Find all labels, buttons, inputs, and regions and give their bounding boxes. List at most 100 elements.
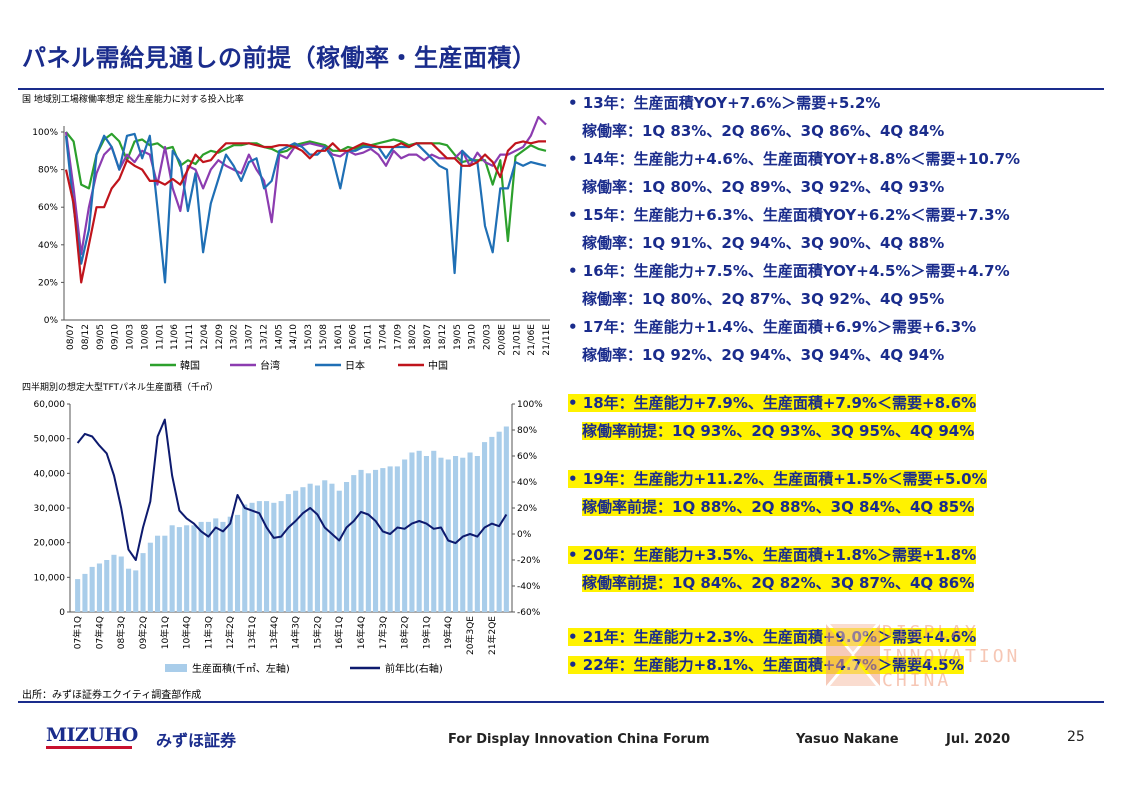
- title-divider: [18, 88, 1104, 90]
- x-tick-label: 21/06E: [527, 324, 537, 356]
- production-area-chart: 0 10,000 20,000 30,000 40,000 50,000 60,000 -60…: [34, 400, 544, 675]
- x-tick-label: 10年4Q: [181, 616, 193, 649]
- bar: [176, 527, 182, 612]
- source-note: 出所：みずほ証券エクイティ調査部作成: [22, 690, 202, 701]
- series-line-3: [64, 140, 546, 284]
- watermark-line2: INNOVATION: [882, 646, 1021, 667]
- x-tick-label: 13/12: [259, 324, 269, 350]
- mizuho-logo: MIZUHO: [46, 724, 138, 746]
- bar: [402, 459, 408, 612]
- bar: [307, 483, 313, 612]
- footer-divider: [18, 701, 1104, 703]
- bullet-line: 稼働率：1Q 91%、2Q 94%、3Q 90%、4Q 88%: [582, 232, 944, 254]
- x-tick-label: 14/10: [289, 324, 299, 350]
- bar: [256, 501, 262, 612]
- bar: [453, 456, 459, 612]
- x-tick-label: 16/11: [364, 324, 374, 350]
- y2-tick-label: 60%: [517, 452, 537, 462]
- author-label: Yasuo Nakane: [796, 732, 899, 747]
- x-tick-label: 17年3Q: [377, 616, 389, 649]
- bar: [169, 525, 175, 612]
- bar: [322, 480, 328, 612]
- bar: [89, 566, 95, 612]
- bar: [242, 504, 248, 612]
- bar: [445, 459, 451, 612]
- series-line-2: [64, 132, 547, 284]
- series-line-1: [64, 115, 547, 256]
- bar: [358, 469, 364, 612]
- bullet-text: 稼働率前提：1Q 93%、2Q 93%、3Q 95%、4Q 94%: [582, 422, 975, 440]
- bullet-line: • 18年：生産能力+7.9%、生産面積+7.9%＜需要+8.6%: [568, 392, 977, 414]
- y-tick-label: 40,000: [34, 469, 66, 479]
- bar: [126, 568, 132, 612]
- bullet-line: • 20年：生産能力+3.5%、生産面積+1.8%＞需要+1.8%: [568, 544, 977, 566]
- x-tick-label: 15年2Q: [311, 616, 323, 649]
- bullet-line: 稼働率：1Q 80%、2Q 87%、3Q 92%、4Q 95%: [582, 288, 944, 310]
- bar: [300, 487, 306, 612]
- bullet-line: • 19年：生産能力+11.2%、生産面積+1.5%＜需要+5.0%: [568, 468, 987, 490]
- bullet-text: • 16年：生産能力+7.5%、生産面積YOY+4.5%＞需要+4.7%: [568, 262, 1010, 280]
- bar: [344, 482, 350, 612]
- bar: [496, 431, 502, 612]
- forum-label: For Display Innovation China Forum: [448, 732, 710, 747]
- bullet-text: • 14年：生産能力+4.6%、生産面積YOY+8.8%＜需要+10.7%: [568, 150, 1021, 168]
- bar: [474, 456, 480, 612]
- x-tick-label: 16/01: [334, 324, 344, 350]
- bullet-text: 稼働率：1Q 92%、2Q 94%、3Q 94%、4Q 94%: [582, 346, 945, 364]
- legend-label: 生産面積(千㎡、左軸): [192, 662, 290, 675]
- x-tick-label: 12年2Q: [224, 616, 236, 649]
- y2-tick-label: -60%: [517, 608, 541, 618]
- legend-label: 中国: [428, 359, 448, 372]
- x-tick-label: 10年1Q: [159, 616, 171, 649]
- bullet-line: 稼働率前提：1Q 88%、2Q 88%、3Q 84%、4Q 85%: [582, 496, 975, 518]
- legend-swatch-bar: [165, 664, 187, 672]
- x-tick-label: 13/07: [245, 324, 255, 350]
- bar: [293, 490, 299, 612]
- x-tick-label: 11/11: [185, 324, 195, 350]
- bar: [373, 469, 379, 612]
- bar: [133, 570, 139, 612]
- x-tick-label: 13年4Q: [268, 616, 280, 649]
- bullet-line: • 16年：生産能力+7.5%、生産面積YOY+4.5%＞需要+4.7%: [568, 260, 1010, 282]
- bullet-text: 稼働率：1Q 91%、2Q 94%、3Q 90%、4Q 88%: [582, 234, 945, 252]
- x-tick-label: 11/01: [155, 324, 165, 350]
- y-tick-label: 50,000: [34, 435, 66, 445]
- mizuho-logo-underline: [46, 746, 132, 749]
- legend-label: 韓国: [180, 360, 200, 372]
- yoy-line: [76, 418, 508, 561]
- bar: [351, 475, 357, 612]
- y-tick-label: 40%: [38, 241, 58, 251]
- utilization-line-chart: 0% 20% 40% 60% 80% 100% 08/07 08/12 09/05 09/10 10…: [32, 115, 552, 372]
- x-tick-label: 12/09: [215, 324, 225, 350]
- x-tick-label: 16年4Q: [355, 616, 367, 649]
- bar: [155, 535, 161, 612]
- bar: [75, 579, 81, 612]
- bar: [205, 521, 211, 612]
- bullet-line: 稼働率前提：1Q 84%、2Q 82%、3Q 87%、4Q 86%: [582, 572, 975, 594]
- y2-tick-label: -20%: [517, 556, 541, 566]
- bar: [184, 525, 190, 612]
- bullet-line: • 15年：生産能力+6.3%、生産面積YOY+6.2%＜需要+7.3%: [568, 204, 1010, 226]
- bar: [416, 450, 422, 612]
- bullet-text: 稼働率：1Q 80%、2Q 87%、3Q 92%、4Q 95%: [582, 290, 945, 308]
- x-tick-label: 20/03: [483, 324, 493, 350]
- x-tick-label: 17/09: [393, 324, 403, 350]
- x-tick-label: 21/01E: [512, 324, 522, 356]
- bar: [111, 554, 117, 612]
- bar: [467, 452, 473, 612]
- bar: [329, 483, 335, 612]
- bar: [314, 485, 320, 612]
- bar: [438, 457, 444, 612]
- y2-tick-label: 0%: [517, 530, 532, 540]
- bar: [235, 514, 241, 612]
- x-tick-label: 09年2Q: [137, 616, 149, 649]
- bar: [104, 560, 110, 612]
- bullet-text: • 20年：生産能力+3.5%、生産面積+1.8%＞需要+1.8%: [568, 546, 977, 564]
- bar: [394, 466, 400, 612]
- y2-tick-label: 100%: [517, 400, 543, 410]
- bar: [271, 502, 277, 612]
- page-title: パネル需給見通しの前提（稼働率・生産面積）: [22, 44, 537, 72]
- x-tick-label: 20年3QE: [464, 616, 476, 655]
- x-tick-label: 10/08: [140, 324, 150, 350]
- y-tick-label: 60,000: [34, 400, 66, 410]
